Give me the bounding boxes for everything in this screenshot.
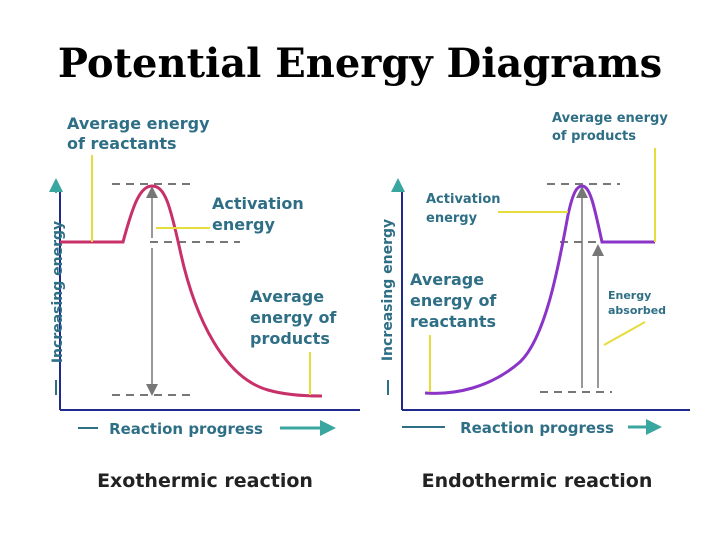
- endo-activation-label: Activation energy: [426, 192, 505, 226]
- exo-activation-label: Activation energy: [212, 194, 309, 234]
- exo-energy-curve: [60, 184, 323, 398]
- endo-y-axis-arrowhead: [391, 178, 405, 192]
- endo-y-axis-label: Increasing energy: [380, 219, 396, 361]
- exo-reactants-label: Average energy of reactants: [67, 114, 215, 153]
- page-title: Potential Energy Diagrams: [57, 40, 663, 87]
- endothermic-diagram: Increasing energy Reaction progress Aver…: [380, 111, 690, 492]
- exo-x-arrowhead: [320, 420, 336, 436]
- endo-absorbed-label: Energy absorbed: [608, 289, 666, 317]
- endo-reactants-label: Average energy of reactants: [410, 270, 502, 331]
- endo-products-label: Average energy of products: [552, 111, 672, 144]
- exo-y-axis-arrowhead: [49, 178, 63, 192]
- exothermic-diagram: Increasing energy Reaction progress Aver…: [49, 114, 360, 492]
- exo-caption: Exothermic reaction: [97, 470, 313, 492]
- exo-x-axis-label: Reaction progress: [109, 420, 263, 438]
- endo-x-axis-label: Reaction progress: [460, 419, 614, 437]
- exo-products-label: Average energy of products: [250, 287, 342, 348]
- endo-absorbed-leader: [603, 321, 646, 346]
- endo-x-arrowhead: [646, 419, 662, 435]
- endo-caption: Endothermic reaction: [422, 470, 653, 492]
- endo-energy-curve: [424, 184, 655, 395]
- exo-y-axis-label: Increasing energy: [50, 221, 66, 363]
